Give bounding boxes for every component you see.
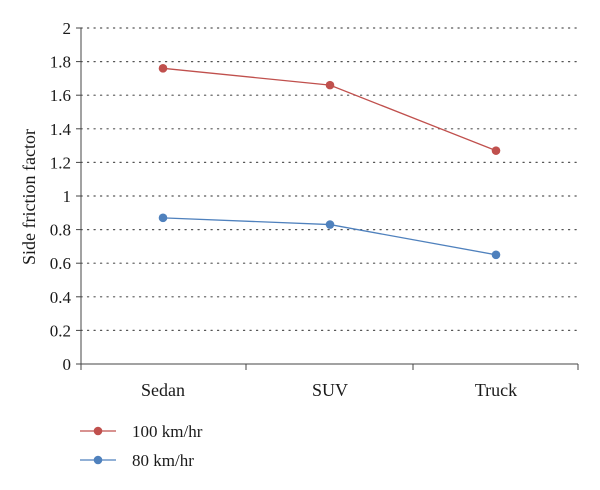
- legend-swatch-marker: [93, 455, 103, 465]
- data-point: [158, 213, 168, 223]
- gridlines: [80, 27, 579, 331]
- y-tick-label: 1.8: [50, 53, 71, 72]
- legend: 100 km/hr 80 km/hr: [80, 422, 203, 470]
- y-tick-label: 1.6: [50, 86, 71, 105]
- y-axis-label: Side friction factor: [19, 129, 39, 265]
- data-point: [491, 146, 501, 155]
- series: [158, 64, 501, 260]
- y-tick-label: 0.2: [50, 321, 71, 340]
- x-tick-label: SUV: [312, 380, 348, 400]
- y-tick-label: 0: [63, 355, 72, 374]
- series-line: [162, 67, 497, 152]
- y-tick-label: 1: [63, 187, 72, 206]
- data-point: [325, 80, 335, 90]
- x-tick-labels: Sedan SUV Truck: [141, 380, 517, 400]
- data-point: [158, 64, 168, 73]
- axes: [76, 27, 579, 370]
- legend-label: 100 km/hr: [132, 422, 203, 441]
- y-tick-label: 1.2: [50, 153, 71, 172]
- legend-item: 100 km/hr: [80, 422, 203, 441]
- y-tick-label: 2: [63, 19, 72, 38]
- data-point: [491, 250, 501, 260]
- legend-swatch-marker: [93, 426, 103, 436]
- y-tick-label: 1.4: [50, 120, 72, 139]
- data-point: [325, 220, 335, 229]
- y-tick-label: 0.4: [50, 288, 72, 307]
- x-tick-label: Truck: [475, 380, 517, 400]
- x-tick-label: Sedan: [141, 380, 185, 400]
- legend-label: 80 km/hr: [132, 451, 194, 470]
- legend-item: 80 km/hr: [80, 451, 194, 470]
- y-tick-label: 0.6: [50, 254, 71, 273]
- y-tick-label: 0.8: [50, 221, 71, 240]
- y-tick-labels: 0 0.2 0.4 0.6 0.8 1 1.2 1.4 1.6 1.8 2: [50, 19, 72, 374]
